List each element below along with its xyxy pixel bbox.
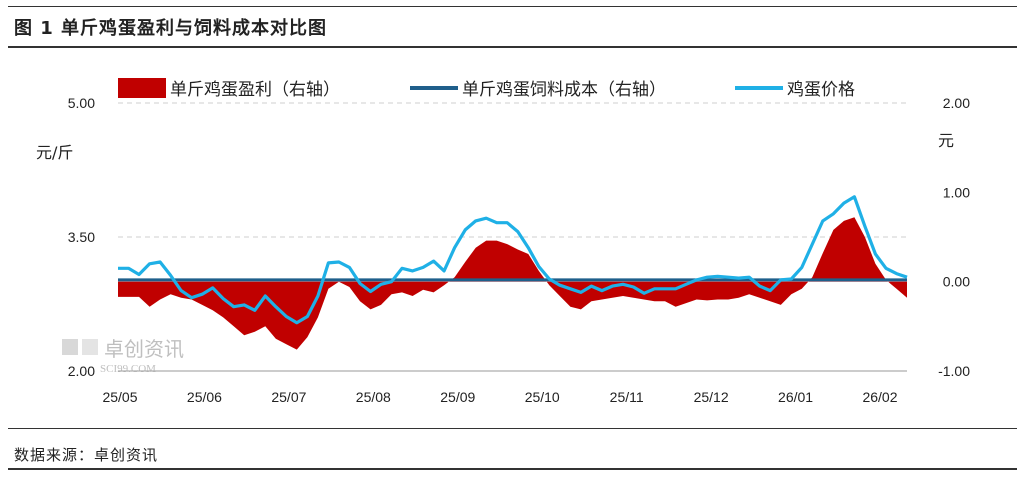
right-tick-label: -1.00 xyxy=(938,363,970,379)
left-tick-label: 5.00 xyxy=(68,95,95,111)
left-tick-label: 3.50 xyxy=(68,229,95,245)
x-tick-label: 26/02 xyxy=(862,389,897,405)
x-tick-label: 25/12 xyxy=(694,389,729,405)
footer-rule xyxy=(8,468,1017,470)
grid-layer xyxy=(118,102,907,372)
x-tick-label: 25/11 xyxy=(610,389,644,405)
top-rule xyxy=(8,6,1017,7)
watermark-logo xyxy=(82,339,98,355)
series-price-line xyxy=(118,195,908,325)
left-tick-label: 2.00 xyxy=(68,363,95,379)
right-tick-label: 1.00 xyxy=(943,184,970,200)
x-tick-label: 25/06 xyxy=(187,389,222,405)
axes-layer: 5.00 3.50 2.00 2.00 1.00 0.00 -1.00 元/斤 元 25/05 25… xyxy=(36,95,970,405)
right-axis-unit: 元 xyxy=(938,131,954,150)
x-tick-label: 25/08 xyxy=(356,389,391,405)
watermark-logo xyxy=(62,339,78,355)
data-source: 数据来源：卓创资讯 xyxy=(14,446,159,464)
x-tick-label: 26/01 xyxy=(778,389,813,405)
chart-title: 图 1 单斤鸡蛋盈利与饲料成本对比图 xyxy=(14,18,328,39)
title-rule xyxy=(8,46,1017,48)
series-profit-area xyxy=(118,217,907,350)
legend: 单斤鸡蛋盈利（右轴） 单斤鸡蛋饲料成本（右轴） 鸡蛋价格 xyxy=(118,78,855,100)
bottom-rule xyxy=(8,428,1017,429)
legend-swatch-profit xyxy=(118,78,166,98)
legend-label: 单斤鸡蛋盈利（右轴） xyxy=(170,80,340,100)
legend-label: 鸡蛋价格 xyxy=(787,80,855,100)
right-tick-label: 0.00 xyxy=(943,274,970,290)
watermark: 卓创资讯 SCI99.COM xyxy=(62,337,184,375)
x-tick-label: 25/10 xyxy=(525,389,560,405)
series-layer xyxy=(118,195,908,350)
chart-canvas: 卓创资讯 SCI99.COM 5.00 3.50 2.00 2.00 1.00 0.00 -1… xyxy=(36,78,970,405)
left-axis-unit: 元/斤 xyxy=(36,143,73,162)
watermark-subtext: SCI99.COM xyxy=(100,363,156,375)
right-tick-label: 2.00 xyxy=(943,95,970,111)
x-tick-label: 25/09 xyxy=(440,389,475,405)
x-tick-label: 25/07 xyxy=(271,389,306,405)
legend-label: 单斤鸡蛋饲料成本（右轴） xyxy=(462,80,666,100)
x-tick-label: 25/05 xyxy=(102,389,137,405)
watermark-text: 卓创资讯 xyxy=(104,337,184,361)
